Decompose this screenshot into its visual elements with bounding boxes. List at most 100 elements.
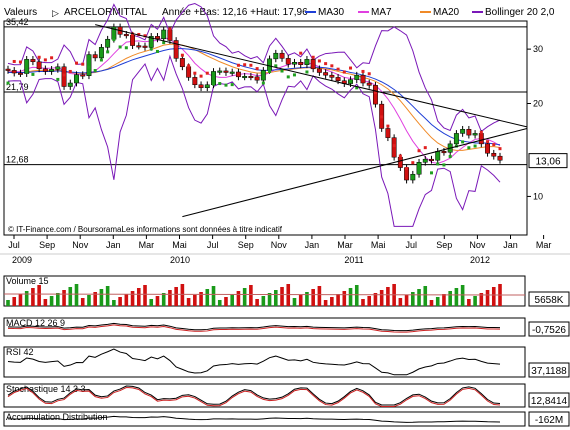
instrument-name[interactable]: ARCELORMITTAL	[64, 7, 148, 18]
x-tick-label: Nov	[271, 240, 288, 250]
legend-bollinger[interactable]: Bollinger 20 2,0	[485, 7, 555, 18]
sar-dot	[429, 171, 433, 175]
indicator-value-label: 37,1188	[531, 366, 567, 377]
sar-dot	[137, 32, 141, 36]
indicator-panels: Volume 15 5658K MACD 12 26 9 -0,7526 RSI 42 3…	[3, 275, 570, 427]
price-panel: 35,42 21,79 12,68 Jul Sep Nov Jan Mar Mai Jul Sep N…	[0, 3, 570, 265]
sar-dot	[6, 81, 10, 85]
year-label: 2012	[470, 255, 490, 265]
legend-ma20[interactable]: MA20	[433, 7, 460, 18]
candle-body	[422, 158, 428, 163]
volume-bar	[80, 298, 85, 306]
volume-bar	[31, 288, 35, 306]
bollinger-upper-line	[7, 3, 501, 133]
legend-swatch-ma30	[305, 11, 316, 13]
sar-dot	[124, 46, 128, 50]
year-label: 2009	[12, 255, 32, 265]
candle-body	[136, 45, 142, 48]
ma-line-ma20	[7, 43, 501, 151]
volume-bar	[323, 300, 328, 306]
candle-body	[472, 133, 478, 136]
sar-dot	[342, 70, 346, 74]
sar-dot	[118, 45, 122, 49]
candle-body	[254, 76, 260, 81]
candle-body	[18, 72, 23, 75]
reference-label: 12,68	[6, 155, 29, 165]
sar-dot	[236, 63, 240, 67]
sar-dot	[486, 140, 490, 144]
legend-ma30[interactable]: MA30	[318, 7, 345, 18]
candle-body	[385, 128, 391, 138]
candle-body	[98, 47, 104, 59]
volume-bar	[491, 287, 496, 306]
volume-bar	[398, 298, 403, 306]
candle-body	[354, 74, 360, 80]
sar-dot	[50, 56, 54, 60]
sar-dot	[205, 71, 209, 75]
indicator-panel-frame	[3, 411, 526, 427]
candle-body	[161, 29, 167, 40]
indicator-title: MACD 12 26 9	[6, 318, 65, 328]
volume-bar	[311, 289, 315, 306]
candle-body	[186, 66, 192, 78]
sar-dot	[492, 143, 496, 147]
volume-bar	[105, 286, 110, 306]
volume-bar	[68, 287, 73, 306]
sar-dot	[286, 75, 290, 79]
indicator-value-badge	[528, 411, 570, 427]
candle-body	[248, 76, 254, 79]
x-tick-label: Jan	[305, 240, 320, 250]
volume-bar	[454, 288, 459, 306]
candle-body	[142, 45, 148, 48]
volume-bar	[473, 296, 477, 306]
volume-bar	[242, 288, 247, 306]
sar-dot	[18, 60, 22, 64]
candle-body	[360, 74, 366, 84]
x-tick-label: Jul	[8, 240, 20, 250]
sar-dot	[218, 82, 222, 86]
sar-dot	[336, 67, 340, 71]
volume-bar	[155, 296, 160, 306]
legend-ma7[interactable]: MA7	[371, 7, 392, 18]
sar-dot	[56, 77, 60, 81]
volume-bar	[74, 284, 79, 306]
indicator-value-badge	[528, 392, 570, 408]
volume-bar	[280, 287, 284, 306]
candle-body	[273, 52, 279, 60]
sar-dot	[31, 72, 35, 76]
volume-bar	[367, 296, 372, 306]
sar-dot	[37, 55, 41, 59]
volume-bar	[354, 285, 359, 306]
volume-bar	[18, 294, 23, 306]
x-tick-label: Sep	[238, 240, 254, 250]
x-tick-label: Sep	[436, 240, 452, 250]
sar-dot	[255, 67, 259, 71]
candle-body	[179, 58, 185, 68]
legend-swatch-ma7	[358, 11, 369, 13]
candle-body	[304, 59, 310, 65]
sar-dot	[330, 64, 334, 68]
volume-bar	[12, 297, 17, 306]
indicator-title: Accumulation Distribution	[6, 412, 108, 422]
volume-bar	[448, 291, 452, 306]
sar-dot	[112, 38, 116, 42]
volume-bar	[442, 294, 446, 306]
volume-bar	[62, 290, 66, 306]
volume-bar	[236, 291, 241, 306]
volume-bar	[255, 299, 259, 306]
x-tick-label: Jul	[405, 240, 417, 250]
sar-dot	[155, 49, 159, 53]
volume-bar	[261, 296, 266, 306]
candle-body	[292, 62, 297, 65]
sar-dot	[25, 70, 29, 74]
x-tick-label: Nov	[72, 240, 89, 250]
volume-bar	[435, 297, 440, 306]
volume-bar	[6, 300, 10, 306]
candle-body	[67, 82, 73, 87]
candle-body	[316, 68, 322, 73]
volume-bar	[193, 295, 197, 306]
sar-dot	[268, 69, 272, 73]
sar-dot	[361, 69, 365, 73]
indicator-title: Stochastique 14 3 3	[6, 384, 86, 394]
volume-bar	[136, 288, 141, 306]
